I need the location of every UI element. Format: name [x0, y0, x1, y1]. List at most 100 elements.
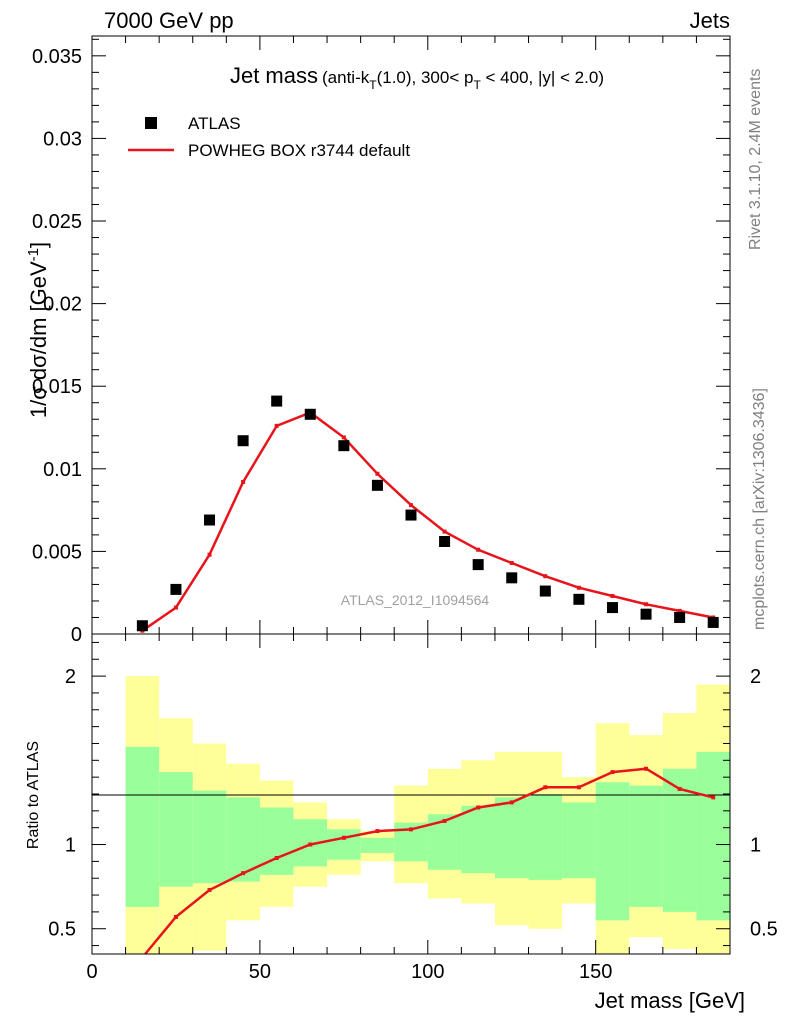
atlas-point	[674, 611, 686, 623]
powheg-point	[644, 602, 649, 607]
uncertainty-band-inner	[125, 746, 730, 921]
ratio-point	[711, 795, 716, 800]
legend-atlas-label: ATLAS	[188, 114, 241, 133]
atlas-points	[136, 395, 719, 632]
atlas-point	[539, 585, 551, 597]
ratio-y-axis-label: Ratio to ATLAS	[25, 741, 42, 849]
powheg-point	[442, 529, 447, 534]
main-plot: 0 0.005 0.01 0.015 0.02 0.025 0.03 0.035 Jet ma…	[25, 35, 731, 646]
atlas-point	[472, 559, 484, 571]
powheg-curve	[141, 411, 714, 632]
atlas-point	[371, 479, 383, 491]
ratio-point	[509, 800, 514, 805]
atlas-point	[707, 616, 719, 628]
uncertainty-band-inner-bin	[192, 790, 227, 884]
powheg-point	[375, 471, 380, 476]
uncertainty-band-inner-bin	[327, 829, 361, 860]
x-tick-labels: 0 50 100 150	[86, 961, 612, 983]
x-axis-label: Jet mass [GeV]	[595, 988, 745, 1013]
plot-title-main: Jet mass	[230, 63, 318, 88]
main-y-tick-label: 0.01	[43, 459, 82, 481]
powheg-point	[576, 585, 581, 590]
powheg-point	[173, 605, 178, 610]
atlas-point	[170, 583, 182, 595]
ratio-point	[308, 842, 313, 847]
x-tick-label: 0	[86, 961, 97, 983]
rivet-version-label: Rivet 3.1.10, 2.4M events	[747, 69, 764, 250]
atlas-point	[439, 535, 451, 547]
atlas-point	[506, 572, 518, 584]
ratio-point	[341, 835, 346, 840]
ratio-y-tick-label-right: 0.5	[750, 919, 778, 941]
main-y-tick-label: 0.03	[43, 128, 82, 150]
uncertainty-band-inner-bin	[360, 837, 395, 853]
header-energy-label: 7000 GeV pp	[104, 8, 234, 33]
atlas-point	[237, 435, 249, 447]
ratio-y-tick-label-right: 1	[750, 835, 761, 857]
main-y-tick-label: 0.035	[32, 46, 82, 68]
atlas-point	[606, 602, 618, 614]
legend-powheg-label: POWHEG BOX r3744 default	[188, 141, 410, 160]
powheg-point	[207, 552, 212, 557]
uncertainty-band-inner-bin	[528, 794, 563, 880]
ratio-points	[173, 766, 716, 919]
ratio-point	[610, 770, 615, 775]
powheg-point	[409, 503, 413, 508]
plot-title-detail: (anti-kT(1.0), 300< pT < 400, |y| < 2.0)	[322, 68, 604, 92]
uncertainty-band-inner-bin	[696, 751, 730, 921]
powheg-point	[274, 423, 279, 428]
atlas-point	[136, 620, 148, 632]
ratio-point	[677, 786, 682, 791]
uncertainty-band-inner-bin	[494, 797, 529, 879]
main-y-tick-label: 0.005	[32, 541, 82, 563]
powheg-point	[476, 547, 481, 552]
ratio-y-tick-label-right: 2	[750, 666, 761, 688]
uncertainty-band-inner-bin	[125, 746, 160, 907]
main-y-tick-labels: 0 0.005 0.01 0.015 0.02 0.025 0.03 0.035	[32, 46, 82, 646]
main-y-tick-label: 0	[71, 624, 82, 646]
header-process-label: Jets	[690, 8, 730, 33]
atlas-point	[271, 395, 283, 407]
ratio-y-tick-label: 2	[65, 666, 76, 688]
analysis-watermark: ATLAS_2012_I1094564	[341, 592, 490, 608]
ratio-point	[241, 871, 246, 876]
ratio-plot: 0.5 0.5 1 1 2 2 0 50 100 150 Ratio to ATLAS Jet …	[25, 633, 778, 1013]
powheg-point	[677, 608, 682, 613]
ratio-point	[644, 766, 649, 771]
ratio-point	[173, 914, 178, 919]
main-y-tick-label: 0.015	[32, 376, 82, 398]
ratio-point	[476, 805, 481, 810]
atlas-point	[640, 608, 652, 620]
atlas-point	[573, 593, 585, 605]
ratio-point	[442, 818, 447, 823]
ratio-point	[576, 785, 581, 790]
powheg-point	[241, 480, 246, 485]
x-tick-label: 100	[411, 961, 444, 983]
legend-atlas-marker	[145, 117, 157, 129]
main-y-tick-label: 0.025	[32, 211, 82, 233]
atlas-point	[304, 408, 316, 420]
ratio-point	[274, 856, 279, 860]
atlas-point	[338, 440, 350, 452]
x-tick-label: 50	[249, 961, 271, 983]
powheg-point	[543, 574, 548, 579]
ratio-y-tick-label: 1	[65, 835, 76, 857]
ratio-point	[207, 888, 212, 892]
ratio-point	[375, 829, 380, 834]
main-axis-ticks	[91, 36, 731, 635]
atlas-point	[405, 509, 417, 521]
ratio-point	[409, 827, 413, 832]
uncertainty-band-inner-bin	[629, 785, 663, 907]
atlas-point	[204, 514, 216, 526]
uncertainty-band-inner-bin	[159, 772, 193, 887]
powheg-point	[341, 435, 346, 440]
ratio-y-tick-label: 0.5	[48, 919, 76, 941]
uncertainty-band-inner-bin	[562, 802, 596, 879]
main-y-tick-label: 0.02	[43, 294, 82, 316]
powheg-point	[509, 560, 514, 565]
uncertainty-band-inner-bin	[595, 782, 630, 921]
ratio-y-tick-labels: 0.5 0.5 1 1 2 2	[48, 666, 778, 941]
uncertainty-band-inner-bin	[259, 807, 294, 875]
main-y-axis-label: 1/σ dσ/dm [GeV-1]	[25, 242, 51, 418]
